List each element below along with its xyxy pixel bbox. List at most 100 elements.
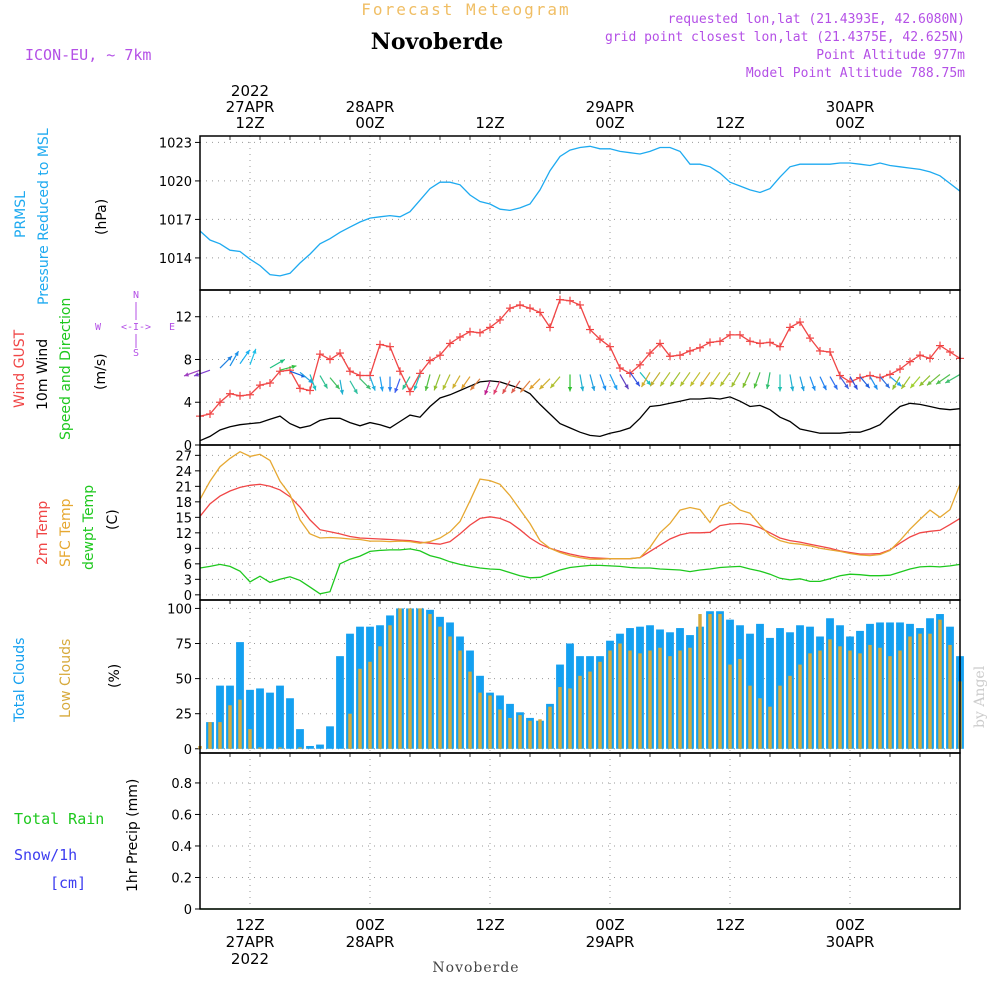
low-cloud-bar <box>738 658 742 749</box>
wind-arrow-head <box>700 381 705 387</box>
wind-arrow-head <box>650 381 655 387</box>
low-cloud-bar <box>298 747 302 749</box>
low-cloud-bar <box>728 664 732 749</box>
wind-line <box>199 380 961 442</box>
compass-w: W <box>95 322 102 333</box>
gust-marker <box>206 410 214 418</box>
low-cloud-bar <box>478 692 482 749</box>
wind-arrow-head <box>731 382 736 388</box>
clouds-ytick-label: 50 <box>175 673 192 688</box>
low-cloud-bar <box>858 653 862 749</box>
wind-direction-arrow <box>249 348 257 366</box>
wind-direction-arrow <box>413 374 421 391</box>
temperature-ytick-label: 3 <box>184 573 192 588</box>
gust-marker <box>716 337 724 346</box>
wind-direction-arrow <box>279 364 297 371</box>
gust-marker <box>826 348 834 356</box>
low-cloud-bar <box>938 619 942 749</box>
wind-arrow-head <box>936 379 942 385</box>
wind-direction-arrow <box>359 378 372 390</box>
total-cloud-bar <box>326 726 334 749</box>
low-cloud-bar <box>538 719 542 749</box>
low-cloud-bar <box>628 650 632 749</box>
gust-marker <box>226 389 234 398</box>
low-cloud-bar <box>418 608 422 749</box>
gust-marker <box>836 371 844 380</box>
low-cloud-bar <box>768 706 772 749</box>
wind-arrow-head <box>291 364 297 370</box>
total-cloud-bar <box>296 729 304 749</box>
precip-unit: 1hr Precip (mm) <box>125 779 141 892</box>
gust-marker <box>526 304 534 313</box>
wind-arrow-head <box>833 384 838 390</box>
pressure-ytick-label: 1014 <box>159 252 192 267</box>
low-cloud-bar <box>518 715 522 749</box>
precip-ytick-label: 0.2 <box>171 871 192 886</box>
wind-arrow-head <box>910 383 915 389</box>
gust-marker <box>536 308 544 317</box>
low-cloud-bar <box>528 720 532 749</box>
gust-marker <box>566 296 574 305</box>
wind-arrow-head <box>371 385 376 391</box>
total-cloud-bar <box>346 633 354 749</box>
low-cloud-bar <box>638 653 642 749</box>
gust-marker <box>296 384 304 393</box>
gust-marker <box>486 323 494 332</box>
wind-direction-arrow <box>501 380 511 395</box>
wind-direction-arrow <box>229 350 240 367</box>
gust-marker <box>936 341 944 350</box>
pressure-line <box>199 145 961 277</box>
low-cloud-bar <box>508 717 512 749</box>
gust-marker <box>446 339 454 348</box>
wind-direction-arrow <box>619 374 630 390</box>
wind-direction-arrow <box>659 371 671 387</box>
clouds-side-labels: Total Clouds Low Clouds (%) <box>12 638 123 723</box>
low-cloud-bar <box>748 685 752 749</box>
wind-direction-arrow <box>538 378 551 390</box>
compass-n: N <box>133 290 139 301</box>
low-cloud-bar <box>358 668 362 749</box>
gust-marker <box>786 323 794 332</box>
gust-marker <box>316 350 324 359</box>
top-time-label: 30APR <box>826 98 875 116</box>
total-cloud-bar <box>266 692 274 749</box>
wind-direction-arrow <box>379 376 384 392</box>
wind-direction-arrow <box>689 371 701 387</box>
wind-arrow-head <box>323 383 328 389</box>
wind-arrow-head <box>442 384 447 390</box>
wind-direction-arrow <box>442 374 451 391</box>
wind-direction-arrow <box>799 376 805 392</box>
wind-arrow-head <box>580 386 585 392</box>
low-cloud-bar <box>598 661 602 749</box>
wind-direction-arrow <box>879 376 891 389</box>
wind-speed-dir-label: Speed and Direction <box>58 298 74 440</box>
gust-marker <box>776 342 784 351</box>
wind-direction-arrow <box>589 374 596 392</box>
wind-direction-arrow <box>219 355 233 369</box>
temp-unit: (C) <box>105 509 121 530</box>
wind-arrow-head <box>811 385 816 391</box>
wind-arrow-head <box>690 381 695 387</box>
wind-arrow-head <box>502 388 507 394</box>
gust-marker <box>636 360 644 369</box>
wind-arrow-head <box>635 381 640 387</box>
clouds-ytick-label: 25 <box>175 708 192 723</box>
wind-arrow-head <box>742 382 747 388</box>
wind-arrow-head <box>896 381 902 387</box>
wind-direction-arrow <box>319 375 329 389</box>
total-cloud-bar <box>766 637 774 749</box>
gust-marker <box>556 295 564 304</box>
wind-arrow-head <box>800 386 805 392</box>
gust-marker <box>656 339 664 348</box>
total-cloud-bar <box>246 689 254 749</box>
top-time-label: 00Z <box>355 114 384 132</box>
wind-direction-arrow <box>944 373 961 384</box>
gust-marker <box>746 337 754 346</box>
top-time-label: 00Z <box>595 114 624 132</box>
wind-arrow-head <box>919 381 925 387</box>
temperature-ytick-label: 18 <box>175 496 192 511</box>
compass-s: S <box>133 348 139 359</box>
wind-arrow-head <box>602 385 607 391</box>
precip-ytick-label: 0.4 <box>171 840 192 855</box>
